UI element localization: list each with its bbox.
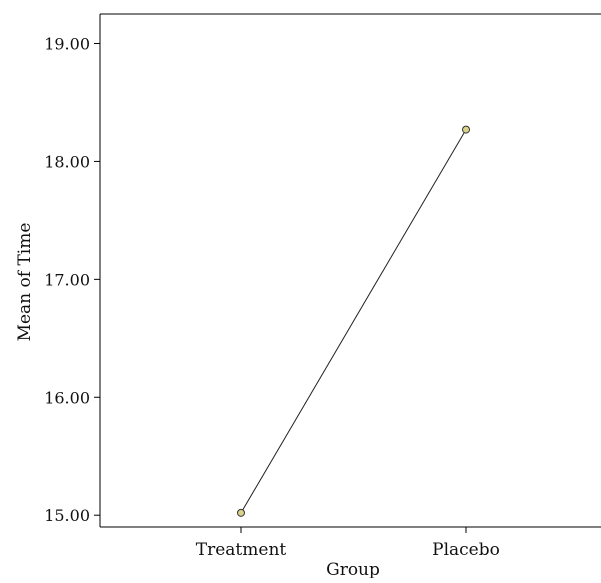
y-tick-label: 17.00 — [44, 270, 90, 289]
x-axis-label: Group — [326, 560, 380, 578]
x-tick-label: Placebo — [432, 540, 500, 560]
ticks: 15.00 16.00 17.00 18.00 19.00 Treatment Placeb… — [44, 34, 500, 560]
y-axis-label: Mean of Time — [15, 223, 35, 342]
data-point-placebo — [462, 125, 470, 134]
series-line — [240, 129, 467, 514]
y-tick-label: 18.00 — [44, 152, 90, 171]
y-tick-label: 15.00 — [44, 506, 90, 525]
x-tick-label: Treatment — [196, 540, 287, 560]
data-point-treatment — [237, 508, 245, 517]
y-tick-label: 16.00 — [44, 388, 90, 407]
series — [237, 125, 470, 517]
axes — [99, 13, 601, 528]
y-tick-label: 19.00 — [44, 34, 90, 53]
